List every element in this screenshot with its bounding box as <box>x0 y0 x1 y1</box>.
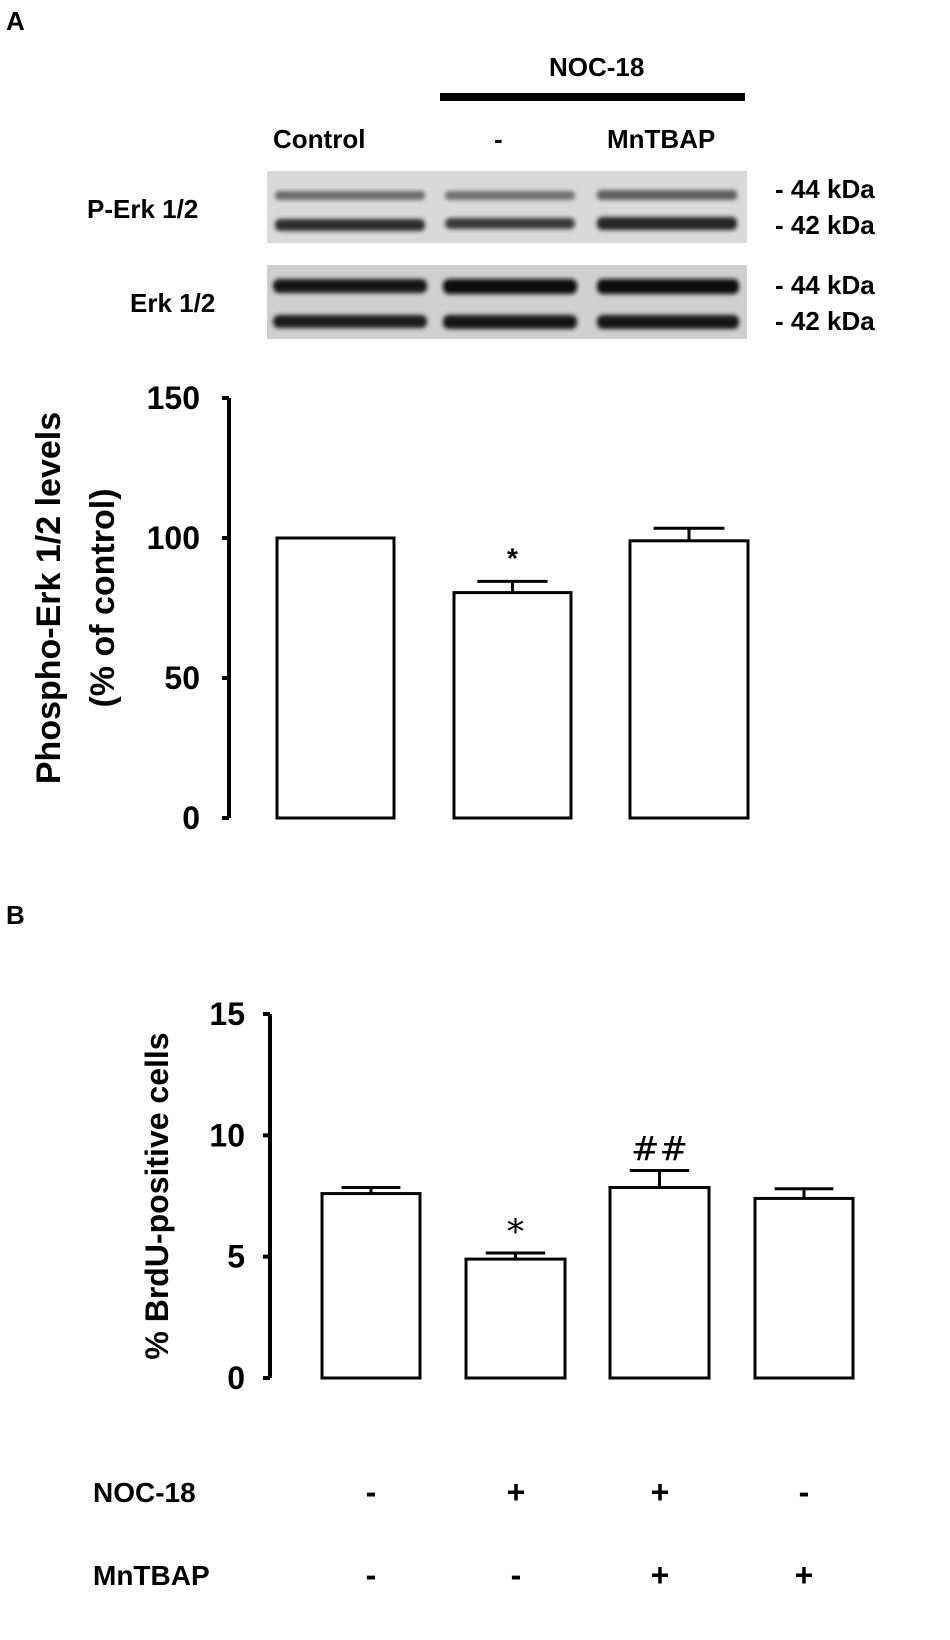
lane-label-noc18: - <box>494 124 503 154</box>
noc18-header: NOC-18 <box>549 52 645 82</box>
bar <box>275 536 396 820</box>
treatment-sign: - <box>365 1474 377 1510</box>
treatment-label-mntbap: MnTBAP <box>93 1560 210 1591</box>
treatment-sign: - <box>798 1474 810 1510</box>
bar <box>628 539 750 820</box>
panel-a-label: A <box>6 6 25 36</box>
noc18-bracket-line <box>440 93 745 101</box>
y-tick-label: 0 <box>227 1360 245 1396</box>
blot-label-erk: Erk 1/2 <box>130 288 216 318</box>
panel-b-label: B <box>6 900 25 930</box>
bar <box>320 1192 422 1380</box>
treatment-sign: + <box>650 1557 670 1593</box>
y-axis-title-line: Phospho-Erk 1/2 levels <box>30 412 68 784</box>
p-erk-blot-image <box>267 171 747 243</box>
treatment-sign: + <box>794 1557 814 1593</box>
treatment-sign: - <box>510 1557 522 1593</box>
y-tick-label: 0 <box>182 800 200 836</box>
treatment-sign: + <box>506 1474 526 1510</box>
erk-marker-42: - 42 kDa <box>775 306 875 336</box>
y-tick-label: 150 <box>147 380 200 416</box>
bar <box>464 1257 567 1380</box>
erk-marker-44: - 44 kDa <box>775 270 875 300</box>
treatment-sign: - <box>365 1557 377 1593</box>
lane-label-mntbap: MnTBAP <box>607 124 716 154</box>
y-tick-label: 50 <box>164 660 200 696</box>
chart-phospho-erk: 0 50 100 150 * Phospho-Erk 1/2 levels (% of co… <box>30 380 750 836</box>
treatment-label-noc18: NOC-18 <box>93 1477 196 1508</box>
significance-annotation: ## <box>631 1130 688 1170</box>
erk-blot-image <box>267 265 747 339</box>
y-axis-title: % BrdU-positive cells <box>139 1032 175 1359</box>
significance-annotation: * <box>507 542 518 573</box>
significance-annotation: * <box>507 1212 524 1252</box>
y-tick-label: 10 <box>209 1117 245 1153</box>
chart-brdu: 0 5 10 15 * ## % BrdU-positive cells <box>139 996 855 1396</box>
bar <box>452 591 573 820</box>
treatment-sign: + <box>650 1474 670 1510</box>
p-erk-marker-42: - 42 kDa <box>775 210 875 240</box>
blot-label-p-erk: P-Erk 1/2 <box>87 194 199 224</box>
y-tick-label: 100 <box>147 520 200 556</box>
bar <box>608 1186 711 1380</box>
y-tick-label: 5 <box>227 1239 245 1275</box>
lane-label-control: Control <box>273 124 366 154</box>
y-tick-label: 15 <box>209 996 245 1032</box>
y-axis-title: Phospho-Erk 1/2 levels (% of control) <box>30 412 122 784</box>
p-erk-marker-44: - 44 kDa <box>775 174 875 204</box>
y-axis-title-line: (% of control) <box>84 488 122 707</box>
bar <box>753 1196 855 1380</box>
